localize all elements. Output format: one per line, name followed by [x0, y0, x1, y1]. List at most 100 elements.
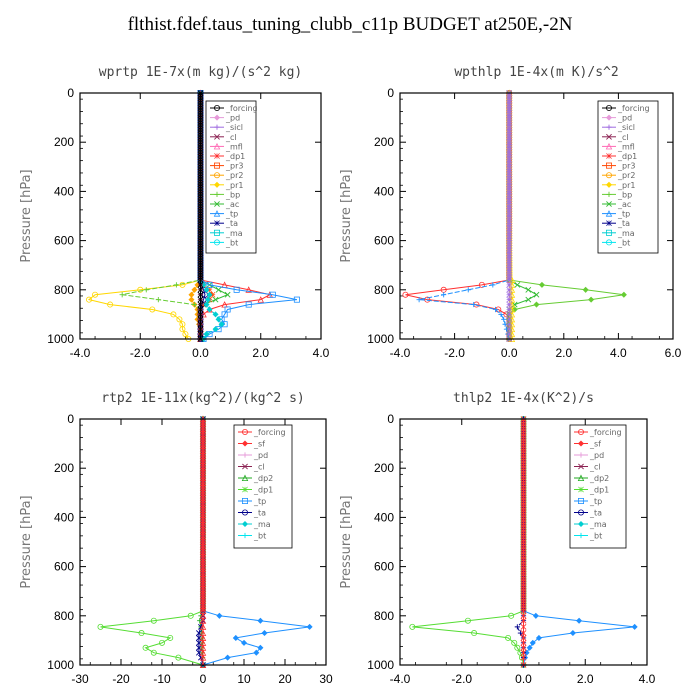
legend-label: _ac [225, 200, 239, 209]
legend-item: _pr1 [210, 181, 243, 190]
y-tick-label: 600 [374, 560, 394, 574]
legend-label: _cl [589, 463, 601, 472]
y-tick-label: 400 [374, 184, 394, 198]
legend-item: _pr3 [210, 162, 243, 171]
legend-item: _forcing [602, 104, 650, 113]
legend-item: _forcing [210, 104, 258, 113]
series-dp1 [97, 415, 206, 669]
y-tick-label: 800 [54, 283, 74, 297]
legend-label: _tp [225, 210, 238, 219]
legend-item: _tp [574, 497, 602, 506]
y-axis-label: Pressure [hPa] [339, 495, 354, 588]
y-tick-label: 600 [54, 234, 74, 248]
legend-label: _cl [617, 133, 629, 142]
legend-label: _pd [253, 451, 268, 460]
y-tick-label: 0 [387, 412, 394, 426]
legend-item: _dp1 [238, 486, 273, 495]
y-tick-label: 200 [54, 461, 74, 475]
legend-item: _bt [238, 532, 266, 541]
x-tick-label: -2.0 [451, 672, 472, 686]
y-tick-label: 800 [374, 283, 394, 297]
y-tick-label: 400 [54, 184, 74, 198]
legend-item: _ta [574, 509, 602, 518]
legend-item: _pd [210, 114, 240, 123]
legend-box [205, 100, 257, 254]
series-dp1 [402, 90, 513, 342]
x-tick-label: 20 [278, 672, 292, 686]
legend-item: _mfl [602, 142, 635, 151]
legend-label: _pd [589, 451, 604, 460]
y-tick-label: 1000 [47, 658, 74, 672]
x-tick-label: -2.0 [444, 346, 465, 360]
y-tick-label: 0 [387, 86, 394, 100]
legend-label: _ta [617, 219, 630, 228]
series-forcing [520, 416, 527, 668]
legend-label: _sf [589, 440, 601, 449]
series-line [122, 93, 201, 339]
legend-label: _mfl [617, 142, 635, 151]
legend-item: _dp2 [238, 474, 273, 483]
legend-item: _bt [210, 238, 238, 247]
legend-box [597, 100, 659, 254]
legend-item: _cl [238, 463, 265, 472]
legend-label: _cl [253, 463, 265, 472]
series-line [412, 419, 524, 666]
series-line [200, 93, 297, 340]
legend-label: _pr3 [617, 162, 635, 171]
figure-title: flthist.fdef.taus_tuning_clubb_c11p BUDG… [127, 14, 573, 35]
chart-panel-1: wprtp 1E-7x(m kg)/(s^2 kg) Pressure [hPa]… [19, 65, 330, 360]
legend-label: _cl [225, 133, 237, 142]
legend-item: _ma [602, 229, 635, 238]
x-tick-label: 4.0 [610, 346, 627, 360]
legend-label: _ta [253, 509, 266, 518]
x-tick-label: 0.0 [192, 346, 209, 360]
y-tick-label: 600 [374, 234, 394, 248]
legend-item: _dp1 [574, 486, 609, 495]
legend-item: _dp2 [574, 474, 609, 483]
legend-label: _ma [617, 229, 635, 238]
legend-item: _mfl [210, 142, 243, 151]
series-forcing [199, 415, 207, 668]
chart-panel-2: wpthlp 1E-4x(m K)/s^2 Pressure [hPa] -4.0 -… [339, 65, 682, 360]
legend-label: _pr1 [617, 181, 635, 190]
legend-label: _ma [225, 229, 243, 238]
legend-item: _tp [238, 497, 266, 506]
legend-label: _ac [617, 200, 631, 209]
x-tick-label: 0.0 [515, 672, 532, 686]
legend-box [569, 424, 627, 549]
chart-panel-3: rtp2 1E-11x(kg^2)/(kg^2 s) Pressure [hPa]… [19, 391, 333, 686]
legend-item: _sf [238, 440, 265, 449]
series-pr1 [86, 90, 204, 342]
series-line [100, 419, 204, 666]
legend-label: _forcing [589, 428, 622, 437]
y-tick-label: 600 [54, 560, 74, 574]
legend-label: _dp1 [589, 486, 609, 495]
legend-label: _ta [589, 509, 602, 518]
legend-label: _pr2 [225, 171, 243, 180]
y-axis-label: Pressure [hPa] [19, 169, 34, 262]
legend-item: _sicl [602, 123, 635, 132]
x-tick-label: 0.0 [501, 346, 518, 360]
legend-label: _pr1 [225, 181, 243, 190]
legend-label: _ma [253, 520, 271, 529]
legend-label: _sicl [225, 123, 243, 132]
legend-item: _sf [574, 440, 601, 449]
legend-item: _bt [602, 238, 630, 247]
series-sicl [506, 90, 513, 342]
legend-label: _bp [225, 190, 240, 199]
legend: _forcing _sf _pd _cl _dp2 _dp1 _tp _ta _ma _bt [569, 424, 627, 549]
y-tick-label: 200 [374, 461, 394, 475]
legend-label: _forcing [225, 104, 258, 113]
legend-label: _tp [589, 497, 602, 506]
panel-title: wprtp 1E-7x(m kg)/(s^2 kg) [99, 65, 303, 80]
legend-label: _bt [253, 532, 266, 541]
x-tick-label: -4.0 [70, 346, 91, 360]
legend-item: _bp [210, 190, 240, 199]
legend-item: _forcing [574, 428, 622, 437]
legend-item: _cl [210, 133, 237, 142]
legend-item: _pr2 [210, 171, 243, 180]
legend-item: _cl [602, 133, 629, 142]
legend-item: _tp [602, 210, 630, 219]
x-tick-label: 10 [237, 672, 251, 686]
